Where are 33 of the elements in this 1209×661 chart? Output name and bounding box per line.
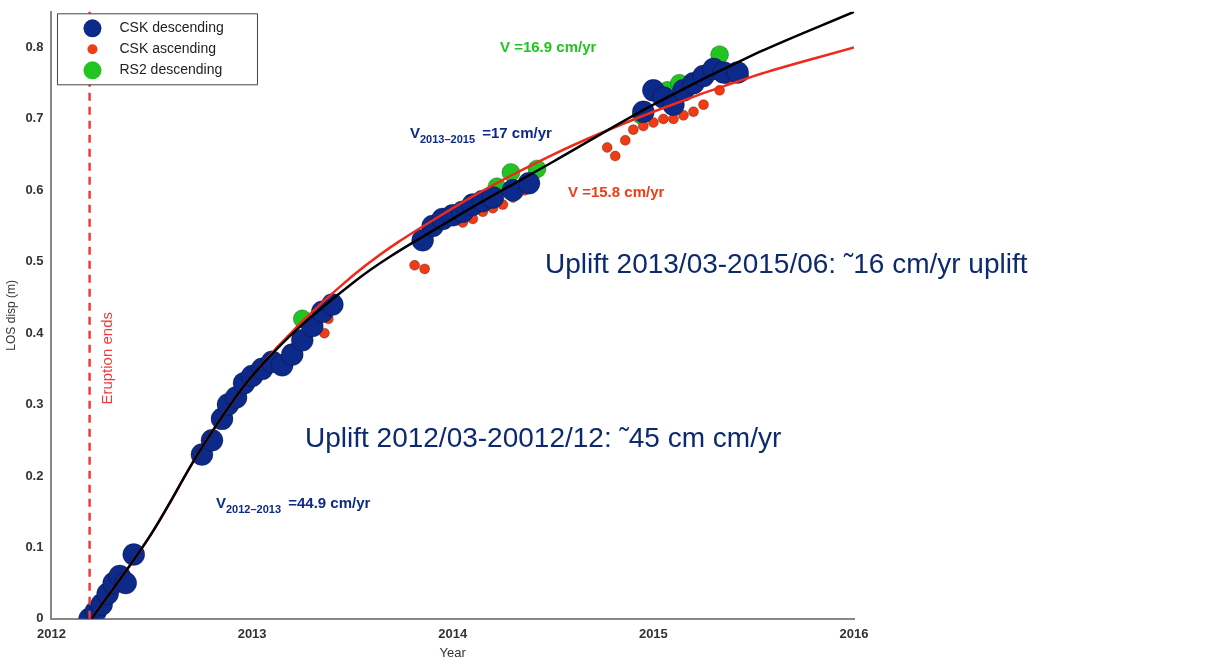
point — [619, 134, 631, 146]
y-tick-label: 0.4 — [25, 324, 45, 340]
point — [609, 150, 621, 162]
y-tick-label: 0 — [36, 610, 44, 626]
y-tick-label: 0.5 — [25, 253, 44, 269]
legend-label: RS2 descending — [119, 61, 223, 78]
y-axis-title: LOS disp (m) — [3, 279, 18, 351]
ref-line-label: Eruption ends — [97, 311, 115, 405]
point — [658, 113, 669, 125]
y-tick-label: 0.3 — [25, 396, 44, 412]
x-tick-label: 2013 — [237, 626, 267, 642]
y-tick-label: 0.8 — [25, 39, 44, 55]
y-tick-label: 0.6 — [25, 181, 44, 197]
x-tick-label: 2016 — [839, 626, 869, 642]
x-tick-label: 2015 — [638, 626, 668, 642]
legend-label: CSK descending — [119, 19, 224, 36]
y-tick-label: 0.1 — [25, 538, 44, 554]
x-axis-title: Year — [439, 644, 467, 660]
annotation: V =16.9 cm/yr — [500, 38, 597, 55]
point — [419, 263, 431, 275]
point — [601, 142, 613, 153]
point — [627, 124, 639, 136]
x-tick-label: 2014 — [438, 626, 468, 642]
y-tick-label: 0.2 — [25, 467, 44, 483]
annotation: V =15.8 cm/yr — [568, 183, 665, 200]
annotation: Uplift 2012/03-20012/12: ˜45 cm cm/yr — [305, 422, 782, 453]
point — [698, 99, 709, 111]
y-tick-label: 0.7 — [25, 110, 44, 126]
point — [409, 259, 421, 271]
annotation: Uplift 2013/03-2015/06: ˜16 cm/yr uplift — [545, 248, 1028, 279]
x-tick-label: 2012 — [37, 626, 66, 642]
point — [688, 106, 699, 118]
legend-label: CSK ascending — [119, 40, 216, 57]
